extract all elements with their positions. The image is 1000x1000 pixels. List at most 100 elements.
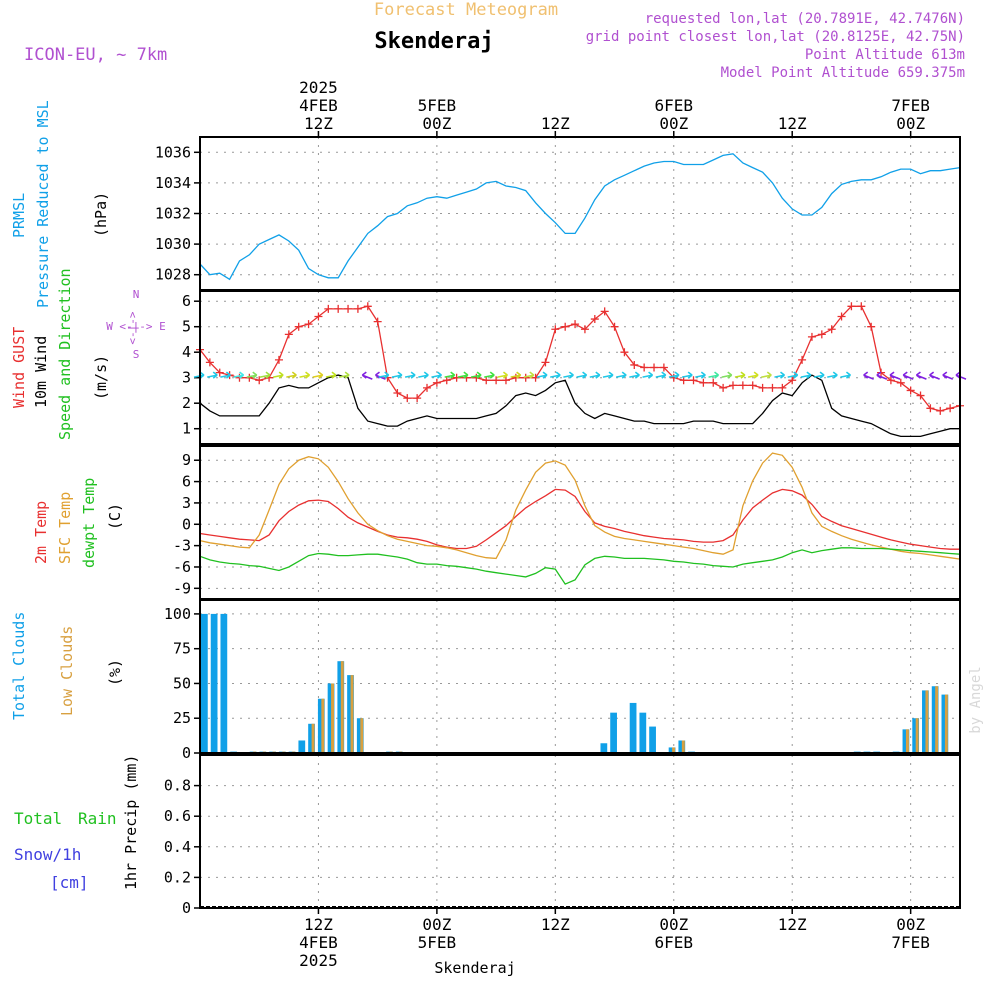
bar-low-clouds bbox=[944, 694, 948, 753]
gust-marker bbox=[926, 404, 935, 413]
gust-marker bbox=[590, 315, 599, 324]
y-tick-label: 100 bbox=[164, 605, 191, 623]
gust-marker bbox=[284, 330, 293, 339]
bar-total-clouds bbox=[201, 613, 208, 753]
wind-speed-dir-label: Speed and Direction bbox=[56, 268, 74, 440]
bar-total-clouds bbox=[629, 702, 637, 753]
bottom-date-label: 7FEB bbox=[891, 933, 930, 952]
panel-frame bbox=[199, 445, 961, 600]
y-tick-label: 50 bbox=[173, 674, 191, 692]
gust-marker bbox=[709, 378, 718, 387]
gust-marker bbox=[324, 304, 333, 313]
gust-marker bbox=[630, 360, 639, 369]
y-tick-label: 3 bbox=[182, 494, 191, 512]
gust-marker bbox=[571, 320, 580, 329]
bar-total-clouds bbox=[347, 675, 354, 753]
gust-marker bbox=[906, 386, 915, 395]
wind-direction-arrow bbox=[361, 371, 373, 380]
wind-direction-arrow bbox=[444, 371, 456, 379]
gust-marker bbox=[452, 373, 461, 382]
wind-direction-arrow bbox=[431, 371, 442, 379]
panel-frame bbox=[199, 290, 961, 445]
wind-direction-arrow bbox=[695, 371, 706, 379]
series-line-prmsl bbox=[199, 153, 961, 281]
y-tick-label: -6 bbox=[173, 558, 191, 576]
temp-dewpt-label: dewpt Temp bbox=[80, 478, 98, 568]
y-tick-label: 2 bbox=[182, 394, 191, 412]
grid-point-coords: grid point closest lon,lat (20.8125E, 42… bbox=[586, 29, 965, 45]
bar-low-clouds bbox=[915, 718, 919, 753]
top-date-label: 4FEB bbox=[299, 96, 338, 115]
gust-marker bbox=[798, 355, 807, 364]
wind-direction-arrow bbox=[510, 371, 522, 379]
gust-marker bbox=[304, 320, 313, 329]
bottom-date-label: 12Z bbox=[304, 915, 333, 934]
wind-direction-arrow bbox=[827, 371, 838, 379]
y-tick-label: 0.4 bbox=[164, 838, 191, 856]
gust-marker bbox=[334, 304, 343, 313]
series-line-dewpt-temp bbox=[199, 547, 961, 585]
gust-marker bbox=[659, 363, 668, 372]
gust-marker bbox=[896, 378, 905, 387]
bar-total-clouds bbox=[327, 683, 335, 753]
temp-panel-labels: 2m Temp SFC Temp dewpt Temp (C) bbox=[32, 478, 124, 568]
top-date-label: 2025 bbox=[299, 78, 338, 97]
wind-direction-arrow bbox=[299, 371, 311, 379]
gust-marker bbox=[245, 373, 254, 382]
bar-total-clouds bbox=[922, 690, 929, 753]
gust-marker bbox=[541, 358, 550, 367]
series-line-sfc-temp bbox=[199, 452, 961, 560]
bar-total-clouds bbox=[317, 698, 325, 753]
prmsl-desc-label: Pressure Reduced to MSL bbox=[34, 100, 52, 308]
wind-direction-arrow bbox=[616, 371, 627, 379]
bottom-date-label: 2025 bbox=[299, 951, 338, 970]
precip-panel-labels: Total Rain Snow/1h [cm] 1hr Precip (mm) bbox=[14, 755, 140, 892]
y-tick-label: 1028 bbox=[155, 266, 191, 284]
gust-marker bbox=[827, 325, 836, 334]
wind-direction-arrow bbox=[246, 371, 258, 379]
wind-direction-arrow bbox=[273, 371, 284, 379]
wind-direction-arrow bbox=[774, 371, 785, 379]
bar-total-clouds bbox=[912, 718, 920, 753]
header-title: Forecast Meteogram bbox=[374, 0, 558, 20]
y-tick-label: 1030 bbox=[155, 235, 191, 253]
gust-marker bbox=[886, 376, 895, 385]
bottom-date-label: 4FEB bbox=[299, 933, 338, 952]
y-tick-label: 0.2 bbox=[164, 868, 191, 886]
panel-frame bbox=[199, 754, 961, 909]
compass-ns-arrows: <-|-> bbox=[126, 311, 139, 344]
bottom-date-label: 12Z bbox=[541, 915, 570, 934]
low-clouds-label: Low Clouds bbox=[58, 626, 76, 716]
bar-total-clouds bbox=[210, 613, 218, 753]
wind-direction-arrow bbox=[942, 371, 954, 380]
wind-direction-arrow bbox=[876, 371, 888, 380]
series-line-10m-wind bbox=[199, 374, 960, 438]
bar-total-clouds bbox=[610, 712, 617, 753]
gust-marker bbox=[274, 355, 283, 364]
pressure-unit: (hPa) bbox=[92, 192, 110, 237]
gust-marker bbox=[472, 373, 481, 382]
gust-marker bbox=[778, 383, 787, 392]
bar-total-clouds bbox=[337, 661, 345, 753]
wind-direction-arrow bbox=[484, 371, 495, 379]
wind-direction-arrow bbox=[338, 371, 350, 379]
wind-direction-arrow bbox=[391, 371, 403, 379]
series-line-wind-gust bbox=[199, 305, 961, 412]
gust-marker bbox=[423, 383, 432, 392]
bar-low-clouds bbox=[331, 683, 334, 753]
gust-marker bbox=[501, 376, 510, 385]
wind-direction-arrow bbox=[404, 371, 416, 379]
gust-marker bbox=[768, 383, 777, 392]
model-label: ICON-EU, ~ 7km bbox=[24, 45, 167, 65]
bar-total-clouds bbox=[668, 747, 676, 753]
wind-direction-arrow bbox=[889, 371, 901, 380]
y-tick-label: 0 bbox=[182, 899, 191, 917]
bar-low-clouds bbox=[350, 675, 354, 753]
y-tick-label: 5 bbox=[182, 318, 191, 336]
pressure-panel-labels: PRMSL Pressure Reduced to MSL (hPa) bbox=[10, 100, 110, 308]
top-date-label: 00Z bbox=[896, 114, 925, 133]
gust-marker bbox=[640, 363, 649, 372]
top-date-label: 12Z bbox=[541, 114, 570, 133]
wind-direction-arrow bbox=[668, 371, 680, 379]
